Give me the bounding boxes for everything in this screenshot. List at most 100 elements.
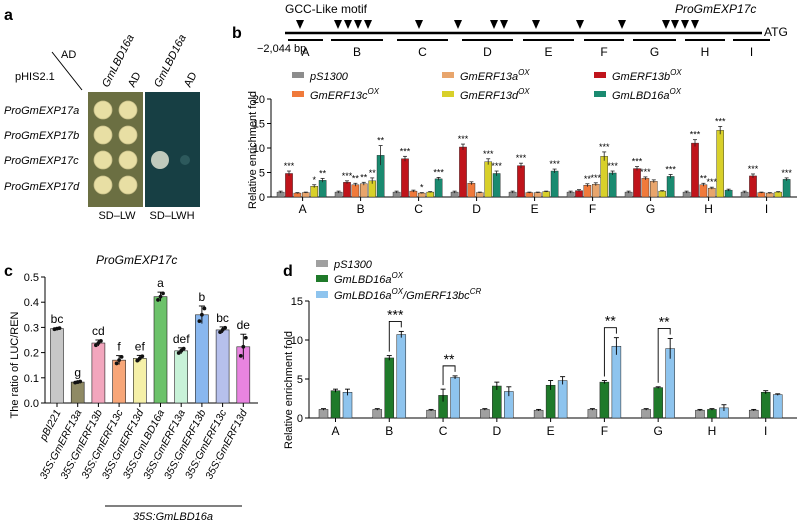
bar-gmerf13d-i: [774, 191, 782, 198]
promoter-region-f: F: [600, 45, 607, 59]
gcc-motif-triangle: [576, 20, 584, 29]
bar-gmlbd16a-f: [608, 172, 617, 198]
data-point: [94, 343, 98, 348]
bar-gmlbd16a-c: [434, 178, 443, 198]
panel-d-y-tick-label: 0: [297, 413, 303, 425]
data-point: [96, 341, 101, 345]
bar-gmlbd16a-d: [492, 173, 501, 198]
bar-gmerf13c-d: [467, 183, 476, 198]
bar-gmerf13a-a: [302, 192, 310, 198]
legend-swatch-ps1300: [292, 72, 304, 78]
significance-label: **: [659, 313, 670, 329]
bar-gmlbd16a-e: [550, 170, 559, 198]
significance-letter: a: [157, 276, 164, 290]
panel-d-axes: 0 5 10 15: [291, 296, 797, 425]
yeast-colony: [118, 125, 138, 145]
significance-label: ***: [387, 306, 404, 322]
panel-d-x-tick-label: A: [331, 424, 339, 438]
gcc-motif-markers: [296, 20, 699, 29]
bar-gmlbd16a-h: [724, 189, 733, 198]
panel-d-x-tick-label: F: [601, 424, 608, 438]
significance-label: ***: [491, 161, 502, 171]
col-header-2: AD: [126, 70, 144, 89]
legend-label-d-ps1300: pS1300: [333, 259, 373, 271]
lwh-plate: [145, 92, 200, 207]
panel-a: a AD pHIS2.1 GmLBD16a AD GmLBD16a AD Pro…: [4, 7, 200, 222]
bar-gmerf13c-e: [525, 192, 534, 198]
bar-gmerf13b-b: [343, 182, 351, 198]
bar-gmlbd16a-gmerf13bc-a: [342, 392, 353, 419]
gcc-motif-triangle: [364, 20, 372, 29]
gcc-motif-triangle: [296, 20, 304, 29]
panel-b-y-tick-label: 10: [253, 143, 265, 155]
panel-d-x-tick-label: B: [385, 424, 393, 438]
bar-ps1300-b: [372, 409, 383, 419]
bar-35s-gmerf13d-4: [133, 358, 147, 404]
bar-gmerf13a-b: [360, 183, 368, 198]
bar-ps1300-c: [426, 409, 436, 419]
significance-label: **: [352, 173, 360, 183]
panel-b-x-tick-label: F: [589, 202, 596, 216]
significance-label: ***: [458, 134, 469, 144]
yeast-colony: [93, 150, 113, 170]
medium-sd-lwh: SD–LWH: [149, 210, 194, 222]
significance-letter: g: [74, 365, 81, 379]
significance-letter: cd: [92, 324, 105, 338]
significance-label: **: [584, 174, 592, 184]
bar-gmerf13a-h: [708, 187, 716, 198]
panel-c-y-tick-label: 0.4: [24, 297, 39, 309]
panel-b-x-tick-label: E: [531, 202, 539, 216]
bar-ps1300-i: [748, 409, 759, 419]
significance-letter: bc: [216, 311, 229, 325]
yeast-colony: [93, 100, 113, 120]
significance-label: ***: [607, 161, 618, 171]
panel-d-x-tick-label: E: [547, 424, 555, 438]
data-point: [99, 338, 103, 343]
legend-label-gmerf13a: GmERF13aOX: [460, 68, 530, 83]
panel-c-y-tick-label: 0.3: [24, 322, 39, 334]
legend-label-gmerf13d: GmERF13dOX: [460, 87, 530, 102]
bar-gmerf13d-c: [426, 191, 435, 198]
significance-letter: f: [117, 340, 121, 354]
header-divider: [51, 51, 83, 91]
significance-label: ***: [284, 161, 295, 171]
significance-label: ***: [549, 159, 560, 169]
significance-label: ***: [599, 142, 610, 152]
significance-label: ***: [748, 164, 759, 174]
promoter-region-b: B: [353, 45, 361, 59]
promoter-region-d: D: [483, 45, 492, 59]
panel-b-bars: A******B*** ** ** ****C*******D*********E**…: [276, 116, 792, 216]
significance-label: ***: [591, 173, 602, 183]
bar-gmerf13b-c: [401, 158, 409, 198]
group-label: 35S:GmLBD16a: [133, 511, 213, 523]
data-point: [114, 361, 119, 366]
gcc-motif-triangle: [662, 20, 670, 29]
bar-gmlbd16a-g: [653, 387, 663, 419]
significance-letter: ef: [135, 339, 146, 353]
gcc-motif-label: GCC-Like motif: [285, 2, 368, 16]
significance-label: ***: [781, 168, 792, 178]
panel-b-x-tick-label: A: [299, 202, 307, 216]
bar-gmerf13d-g: [658, 190, 666, 198]
panel-d-y-tick-label: 15: [291, 296, 303, 308]
panel-d-legend: pS1300 GmLBD16aOX GmLBD16aOX/GmERF13bcCR: [316, 259, 481, 302]
significance-label: ***: [640, 167, 651, 177]
significance-bracket: [442, 365, 456, 386]
bar-gmlbd16a-gmerf13bc-g: [665, 348, 675, 419]
gcc-motif-triangle: [618, 20, 626, 29]
yeast-colony: [118, 175, 138, 195]
bar-gmerf13a-g: [650, 181, 658, 198]
bar-gmlbd16a-h: [707, 409, 717, 419]
phis-axis-label: pHIS2.1: [15, 71, 55, 83]
bar-ps1300-e: [533, 409, 544, 419]
ad-axis-label: AD: [61, 49, 76, 61]
panel-c-ylabel: The ratio of LUC/REN: [9, 311, 21, 418]
data-point: [241, 344, 246, 349]
gcc-motif-triangle: [671, 20, 679, 29]
panel-d-ylabel: Relative enrichment fold: [283, 331, 295, 449]
panel-b-y-tick-label: 15: [253, 119, 265, 131]
panel-d-label: d: [283, 263, 293, 280]
panel-b-y-tick-label: 20: [253, 94, 265, 106]
panel-b-y-tick-label: 5: [259, 168, 265, 180]
